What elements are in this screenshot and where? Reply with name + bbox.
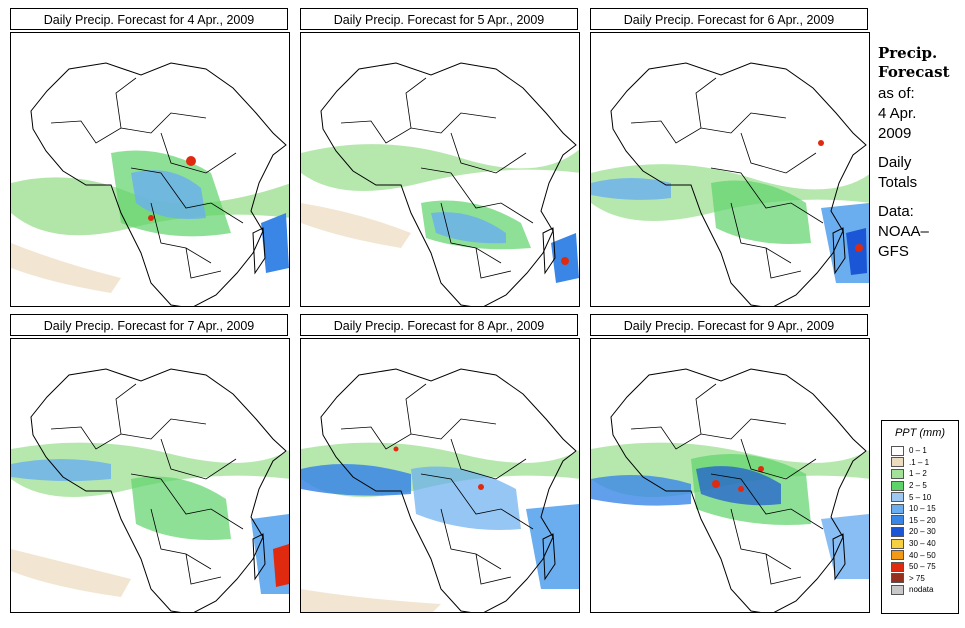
legend-swatch bbox=[891, 515, 904, 526]
panel-title: Daily Precip. Forecast for 6 Apr., 2009 bbox=[590, 8, 868, 30]
legend-item: 0 – 1 bbox=[882, 445, 958, 457]
legend-swatch bbox=[891, 468, 904, 479]
forecast-panel-apr7: Daily Precip. Forecast for 7 Apr., 2009 bbox=[10, 314, 290, 614]
legend-swatch bbox=[891, 550, 904, 561]
precip-map bbox=[10, 32, 290, 307]
legend-item: 1 – 2 bbox=[882, 468, 958, 480]
legend-item: 20 – 30 bbox=[882, 526, 958, 538]
legend-label: .1 – 1 bbox=[909, 457, 930, 467]
panel-title: Daily Precip. Forecast for 8 Apr., 2009 bbox=[300, 314, 578, 336]
legend-item: 10 – 15 bbox=[882, 503, 958, 515]
sidebar-data-line2: NOAA– bbox=[878, 223, 929, 240]
legend-swatch bbox=[891, 584, 904, 595]
legend-label: 15 – 20 bbox=[909, 515, 936, 525]
legend-swatch bbox=[891, 561, 904, 572]
legend-label: 30 – 40 bbox=[909, 539, 936, 549]
legend-swatch bbox=[891, 526, 904, 537]
sidebar-asof: as of: bbox=[878, 85, 915, 102]
panel-title: Daily Precip. Forecast for 9 Apr., 2009 bbox=[590, 314, 868, 336]
legend-swatch bbox=[891, 503, 904, 514]
legend-label: 5 – 10 bbox=[909, 492, 932, 502]
legend-item: 40 – 50 bbox=[882, 549, 958, 561]
forecast-panel-apr5: Daily Precip. Forecast for 5 Apr., 2009 bbox=[300, 8, 580, 308]
legend-item: 15 – 20 bbox=[882, 515, 958, 527]
panel-title: Daily Precip. Forecast for 4 Apr., 2009 bbox=[10, 8, 288, 30]
precip-map bbox=[590, 32, 870, 307]
legend-label: 50 – 75 bbox=[909, 562, 936, 572]
precip-map bbox=[300, 32, 580, 307]
legend-item: 50 – 75 bbox=[882, 561, 958, 573]
legend-swatch bbox=[891, 457, 904, 468]
legend-label: 10 – 15 bbox=[909, 504, 936, 514]
forecast-info: Precip. Forecast as of: 4 Apr. 2009 Dail… bbox=[878, 44, 963, 262]
sidebar-title-line1: Precip. bbox=[878, 44, 938, 62]
legend-label: 40 – 50 bbox=[909, 550, 936, 560]
legend-swatch bbox=[891, 538, 904, 549]
panel-title: Daily Precip. Forecast for 7 Apr., 2009 bbox=[10, 314, 288, 336]
forecast-panel-apr9: Daily Precip. Forecast for 9 Apr., 2009 bbox=[590, 314, 870, 614]
sidebar-data-line3: GFS bbox=[878, 243, 909, 260]
sidebar-title-line2: Forecast bbox=[878, 63, 950, 81]
legend-item: 5 – 10 bbox=[882, 491, 958, 503]
legend-swatch bbox=[891, 480, 904, 491]
forecast-panel-apr8: Daily Precip. Forecast for 8 Apr., 2009 bbox=[300, 314, 580, 614]
legend-item: 30 – 40 bbox=[882, 538, 958, 550]
sidebar-daily-line2: Totals bbox=[878, 174, 918, 191]
legend-label: > 75 bbox=[909, 573, 925, 583]
legend-label: 0 – 1 bbox=[909, 446, 927, 456]
legend-swatch bbox=[891, 445, 904, 456]
legend-label: 20 – 30 bbox=[909, 527, 936, 537]
sidebar-daily-line1: Daily bbox=[878, 154, 912, 171]
legend-label: 2 – 5 bbox=[909, 481, 927, 491]
legend-item: .1 – 1 bbox=[882, 457, 958, 469]
sidebar-date-line1: 4 Apr. bbox=[878, 105, 917, 122]
legend-title: PPT (mm) bbox=[894, 427, 946, 439]
sidebar-date-line2: 2009 bbox=[878, 125, 912, 142]
legend-item: nodata bbox=[882, 584, 958, 596]
forecast-panel-apr6: Daily Precip. Forecast for 6 Apr., 2009 bbox=[590, 8, 870, 308]
legend-label: 1 – 2 bbox=[909, 469, 927, 479]
forecast-panel-apr4: Daily Precip. Forecast for 4 Apr., 2009 bbox=[10, 8, 290, 308]
panel-title: Daily Precip. Forecast for 5 Apr., 2009 bbox=[300, 8, 578, 30]
legend-item: > 75 bbox=[882, 573, 958, 585]
precip-map bbox=[590, 338, 870, 613]
precip-map bbox=[10, 338, 290, 613]
precip-map bbox=[300, 338, 580, 613]
legend-label: nodata bbox=[909, 585, 934, 595]
sidebar-data-line1: Data: bbox=[878, 203, 914, 220]
legend-swatch bbox=[891, 573, 904, 584]
legend-item: 2 – 5 bbox=[882, 480, 958, 492]
legend-swatch bbox=[891, 492, 904, 503]
